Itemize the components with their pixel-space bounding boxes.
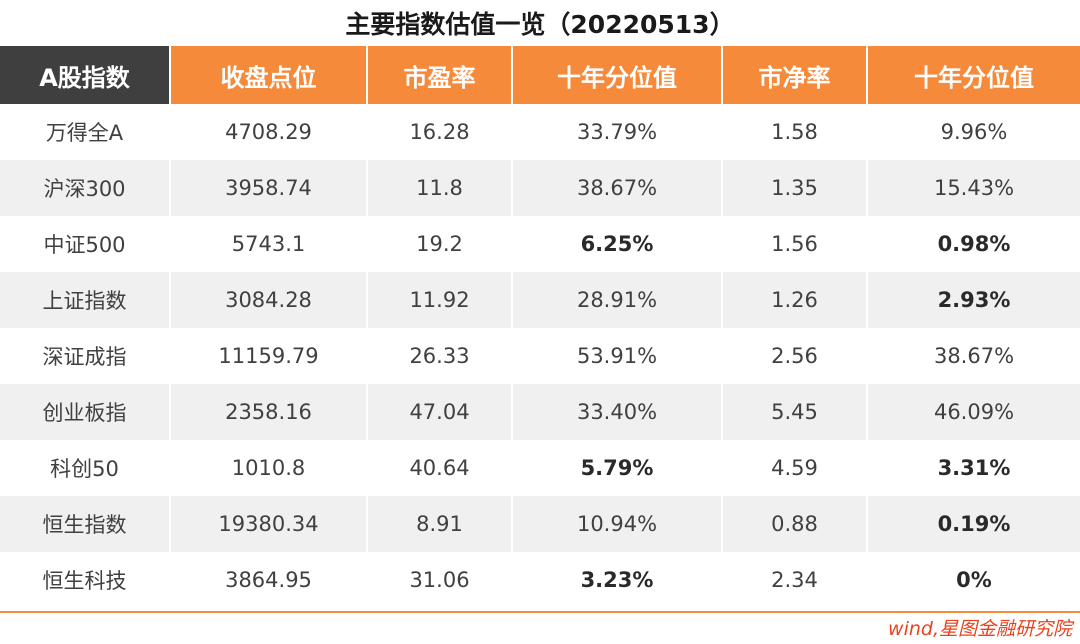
- cell-close: 4708.29: [170, 104, 368, 160]
- cell-pe-percentile: 6.25%: [512, 216, 723, 272]
- cell-pe: 11.92: [367, 272, 513, 328]
- cell-index-name: 创业板指: [0, 384, 171, 440]
- header-pb-percentile: 十年分位值: [867, 46, 1080, 104]
- header-index-name: A股指数: [0, 46, 171, 104]
- cell-close: 3084.28: [170, 272, 368, 328]
- bottom-divider: [0, 611, 1080, 613]
- cell-pb-percentile: 3.31%: [867, 440, 1080, 496]
- cell-index-name: 上证指数: [0, 272, 171, 328]
- cell-pe: 8.91: [367, 496, 513, 552]
- table-row: 恒生指数 19380.34 8.91 10.94% 0.88 0.19%: [0, 496, 1080, 552]
- cell-close: 1010.8: [170, 440, 368, 496]
- cell-pe: 40.64: [367, 440, 513, 496]
- cell-index-name: 恒生指数: [0, 496, 171, 552]
- cell-pe: 47.04: [367, 384, 513, 440]
- cell-pe-percentile: 5.79%: [512, 440, 723, 496]
- table-header-row: A股指数 收盘点位 市盈率 十年分位值 市净率 十年分位值: [0, 46, 1080, 104]
- cell-pe: 16.28: [367, 104, 513, 160]
- cell-pb: 1.26: [722, 272, 868, 328]
- cell-pb-percentile: 2.93%: [867, 272, 1080, 328]
- table-row: 创业板指 2358.16 47.04 33.40% 5.45 46.09%: [0, 384, 1080, 440]
- table-row: 恒生科技 3864.95 31.06 3.23% 2.34 0%: [0, 552, 1080, 608]
- table-row: 中证500 5743.1 19.2 6.25% 1.56 0.98%: [0, 216, 1080, 272]
- cell-pe-percentile: 10.94%: [512, 496, 723, 552]
- cell-index-name: 深证成指: [0, 328, 171, 384]
- cell-pb-percentile: 46.09%: [867, 384, 1080, 440]
- table-row: 深证成指 11159.79 26.33 53.91% 2.56 38.67%: [0, 328, 1080, 384]
- cell-index-name: 万得全A: [0, 104, 171, 160]
- source-note: wind,星图金融研究院: [888, 618, 1072, 640]
- cell-pe-percentile: 3.23%: [512, 552, 723, 608]
- cell-pe-percentile: 33.79%: [512, 104, 723, 160]
- page-title: 主要指数估值一览（20220513）: [345, 10, 735, 39]
- cell-pb: 2.56: [722, 328, 868, 384]
- table-row: 万得全A 4708.29 16.28 33.79% 1.58 9.96%: [0, 104, 1080, 160]
- cell-index-name: 沪深300: [0, 160, 171, 216]
- cell-close: 3958.74: [170, 160, 368, 216]
- cell-pb: 1.58: [722, 104, 868, 160]
- cell-pb: 2.34: [722, 552, 868, 608]
- cell-pe: 26.33: [367, 328, 513, 384]
- table-row: 上证指数 3084.28 11.92 28.91% 1.26 2.93%: [0, 272, 1080, 328]
- cell-close: 11159.79: [170, 328, 368, 384]
- cell-pb-percentile: 38.67%: [867, 328, 1080, 384]
- cell-index-name: 中证500: [0, 216, 171, 272]
- cell-pb: 5.45: [722, 384, 868, 440]
- cell-pb: 0.88: [722, 496, 868, 552]
- cell-pe: 11.8: [367, 160, 513, 216]
- cell-pe-percentile: 33.40%: [512, 384, 723, 440]
- cell-close: 5743.1: [170, 216, 368, 272]
- cell-pe: 19.2: [367, 216, 513, 272]
- header-pb: 市净率: [722, 46, 868, 104]
- cell-index-name: 科创50: [0, 440, 171, 496]
- cell-pb-percentile: 15.43%: [867, 160, 1080, 216]
- table-row: 沪深300 3958.74 11.8 38.67% 1.35 15.43%: [0, 160, 1080, 216]
- cell-close: 19380.34: [170, 496, 368, 552]
- cell-pe-percentile: 38.67%: [512, 160, 723, 216]
- cell-close: 3864.95: [170, 552, 368, 608]
- cell-pb: 1.35: [722, 160, 868, 216]
- cell-pe: 31.06: [367, 552, 513, 608]
- cell-pe-percentile: 53.91%: [512, 328, 723, 384]
- cell-index-name: 恒生科技: [0, 552, 171, 608]
- cell-pb-percentile: 9.96%: [867, 104, 1080, 160]
- cell-close: 2358.16: [170, 384, 368, 440]
- cell-pb: 1.56: [722, 216, 868, 272]
- table-row: 科创50 1010.8 40.64 5.79% 4.59 3.31%: [0, 440, 1080, 496]
- header-pe: 市盈率: [367, 46, 513, 104]
- cell-pe-percentile: 28.91%: [512, 272, 723, 328]
- cell-pb-percentile: 0.98%: [867, 216, 1080, 272]
- header-pe-percentile: 十年分位值: [512, 46, 723, 104]
- valuation-table: A股指数 收盘点位 市盈率 十年分位值 市净率 十年分位值 万得全A 4708.2…: [0, 46, 1080, 608]
- cell-pb: 4.59: [722, 440, 868, 496]
- header-close: 收盘点位: [170, 46, 368, 104]
- cell-pb-percentile: 0%: [867, 552, 1080, 608]
- cell-pb-percentile: 0.19%: [867, 496, 1080, 552]
